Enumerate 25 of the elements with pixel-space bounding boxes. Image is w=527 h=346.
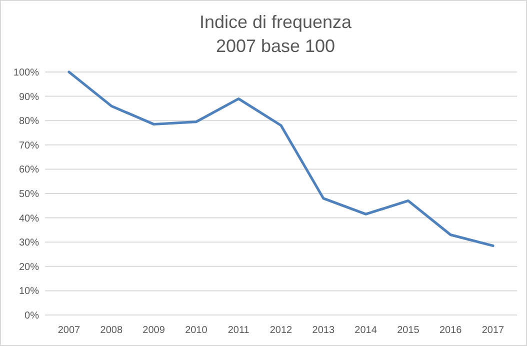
y-tick-label: 80%	[18, 116, 40, 128]
y-tick-label: 70%	[18, 140, 40, 152]
y-tick-label: 40%	[18, 213, 40, 224]
y-tick-label: 60%	[18, 164, 40, 176]
x-tick-label: 2009	[142, 325, 166, 336]
y-tick-label: 20%	[18, 262, 40, 273]
x-tick-label: 2011	[228, 325, 250, 336]
x-tick-label: 2016	[439, 325, 462, 336]
x-tick-label: 2015	[397, 325, 420, 336]
y-tick-label: 50%	[18, 189, 40, 200]
x-tick-label: 2017	[482, 325, 505, 336]
y-tick-label: 0%	[24, 310, 40, 322]
x-tick-label: 2010	[185, 325, 208, 336]
y-tick-label: 10%	[18, 286, 40, 298]
chart-title: Indice di frequenza	[199, 12, 353, 32]
x-tick-label: 2008	[100, 325, 123, 336]
x-tick-label: 2014	[354, 325, 378, 336]
chart-subtitle: 2007 base 100	[216, 36, 336, 56]
y-tick-label: 30%	[18, 238, 40, 249]
y-tick-label: 90%	[18, 92, 40, 103]
x-tick-label: 2012	[270, 325, 293, 336]
x-tick-label: 2007	[58, 325, 81, 336]
line-series	[68, 70, 494, 248]
y-tick-label: 100%	[13, 68, 40, 78]
x-tick-label: 2013	[312, 325, 335, 336]
